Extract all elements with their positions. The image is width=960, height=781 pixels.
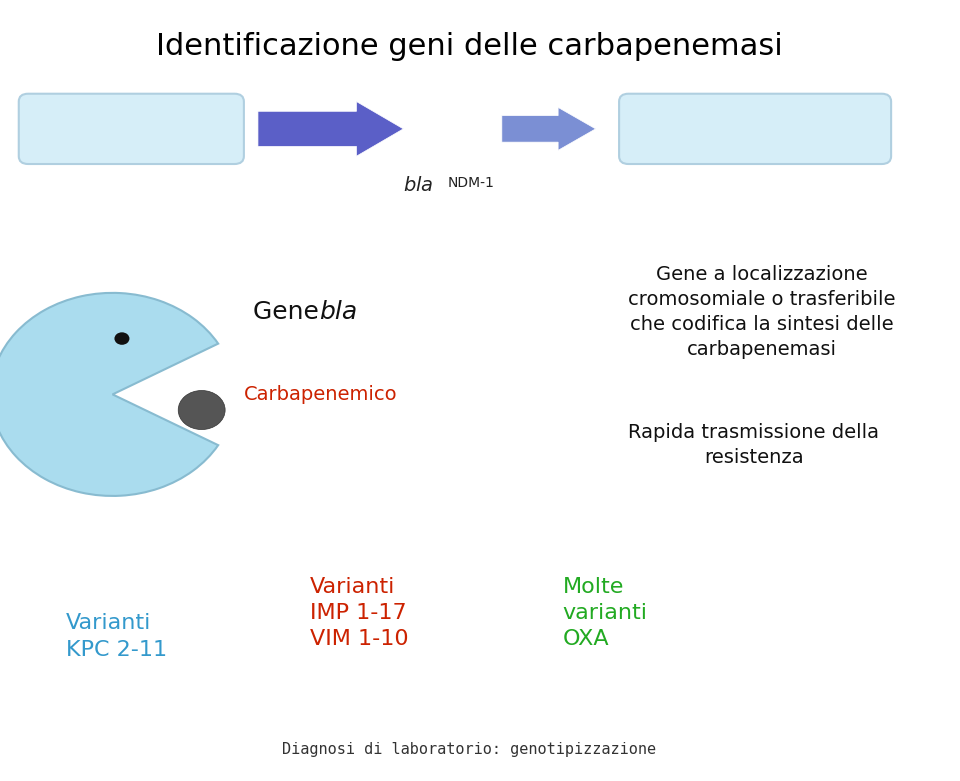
Text: bla: bla — [319, 301, 357, 324]
FancyBboxPatch shape — [619, 94, 891, 164]
Text: Rapida trasmissione della
resistenza: Rapida trasmissione della resistenza — [629, 423, 879, 467]
Text: Molte
varianti
OXA: Molte varianti OXA — [563, 576, 648, 650]
Text: Diagnosi di laboratorio: genotipizzazione: Diagnosi di laboratorio: genotipizzazion… — [282, 742, 656, 758]
FancyBboxPatch shape — [19, 94, 244, 164]
Text: Varianti
IMP 1-17
VIM 1-10: Varianti IMP 1-17 VIM 1-10 — [309, 576, 408, 650]
Polygon shape — [258, 102, 403, 156]
Text: Identificazione geni delle carbapenemasi: Identificazione geni delle carbapenemasi — [156, 32, 782, 62]
Circle shape — [114, 333, 130, 345]
Text: NDM-1: NDM-1 — [447, 176, 494, 190]
Text: Gene: Gene — [253, 301, 327, 324]
Wedge shape — [0, 293, 218, 496]
Polygon shape — [502, 108, 595, 150]
Text: Gene a localizzazione
cromosomiale o trasferibile
che codifica la sintesi delle
: Gene a localizzazione cromosomiale o tra… — [629, 266, 896, 359]
Text: Varianti
KPC 2-11: Varianti KPC 2-11 — [65, 613, 167, 660]
Text: $\it{bla}$: $\it{bla}$ — [403, 176, 434, 194]
Text: Carbapenemico: Carbapenemico — [244, 385, 397, 404]
Circle shape — [179, 390, 226, 430]
